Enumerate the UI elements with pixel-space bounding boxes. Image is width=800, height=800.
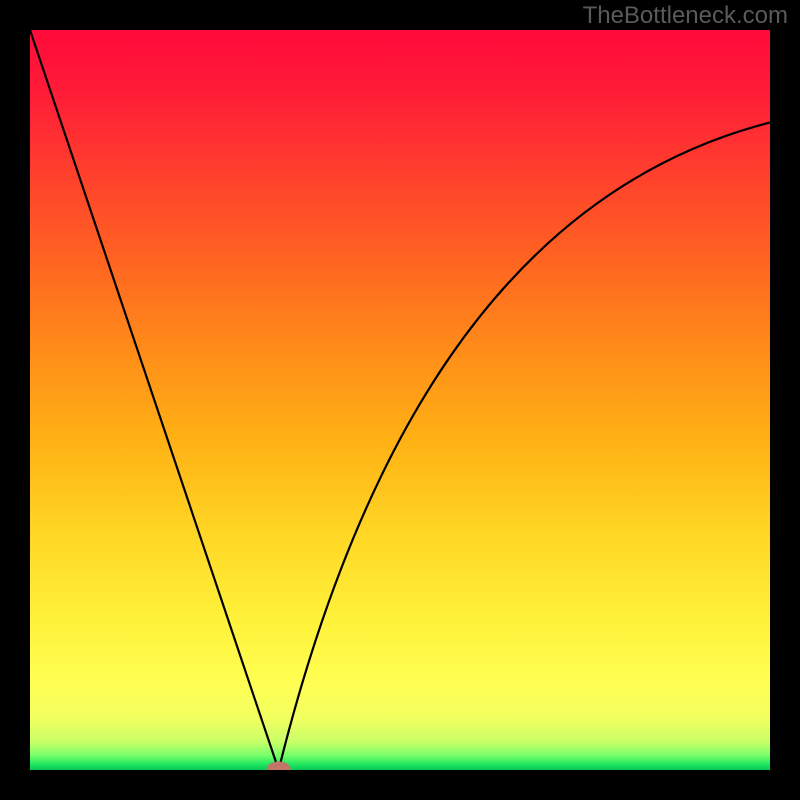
gradient-background: [30, 30, 770, 770]
chart-container: TheBottleneck.com: [0, 0, 800, 800]
plot-area: [30, 30, 770, 776]
watermark-text: TheBottleneck.com: [583, 2, 788, 30]
bottleneck-chart: [0, 0, 800, 800]
